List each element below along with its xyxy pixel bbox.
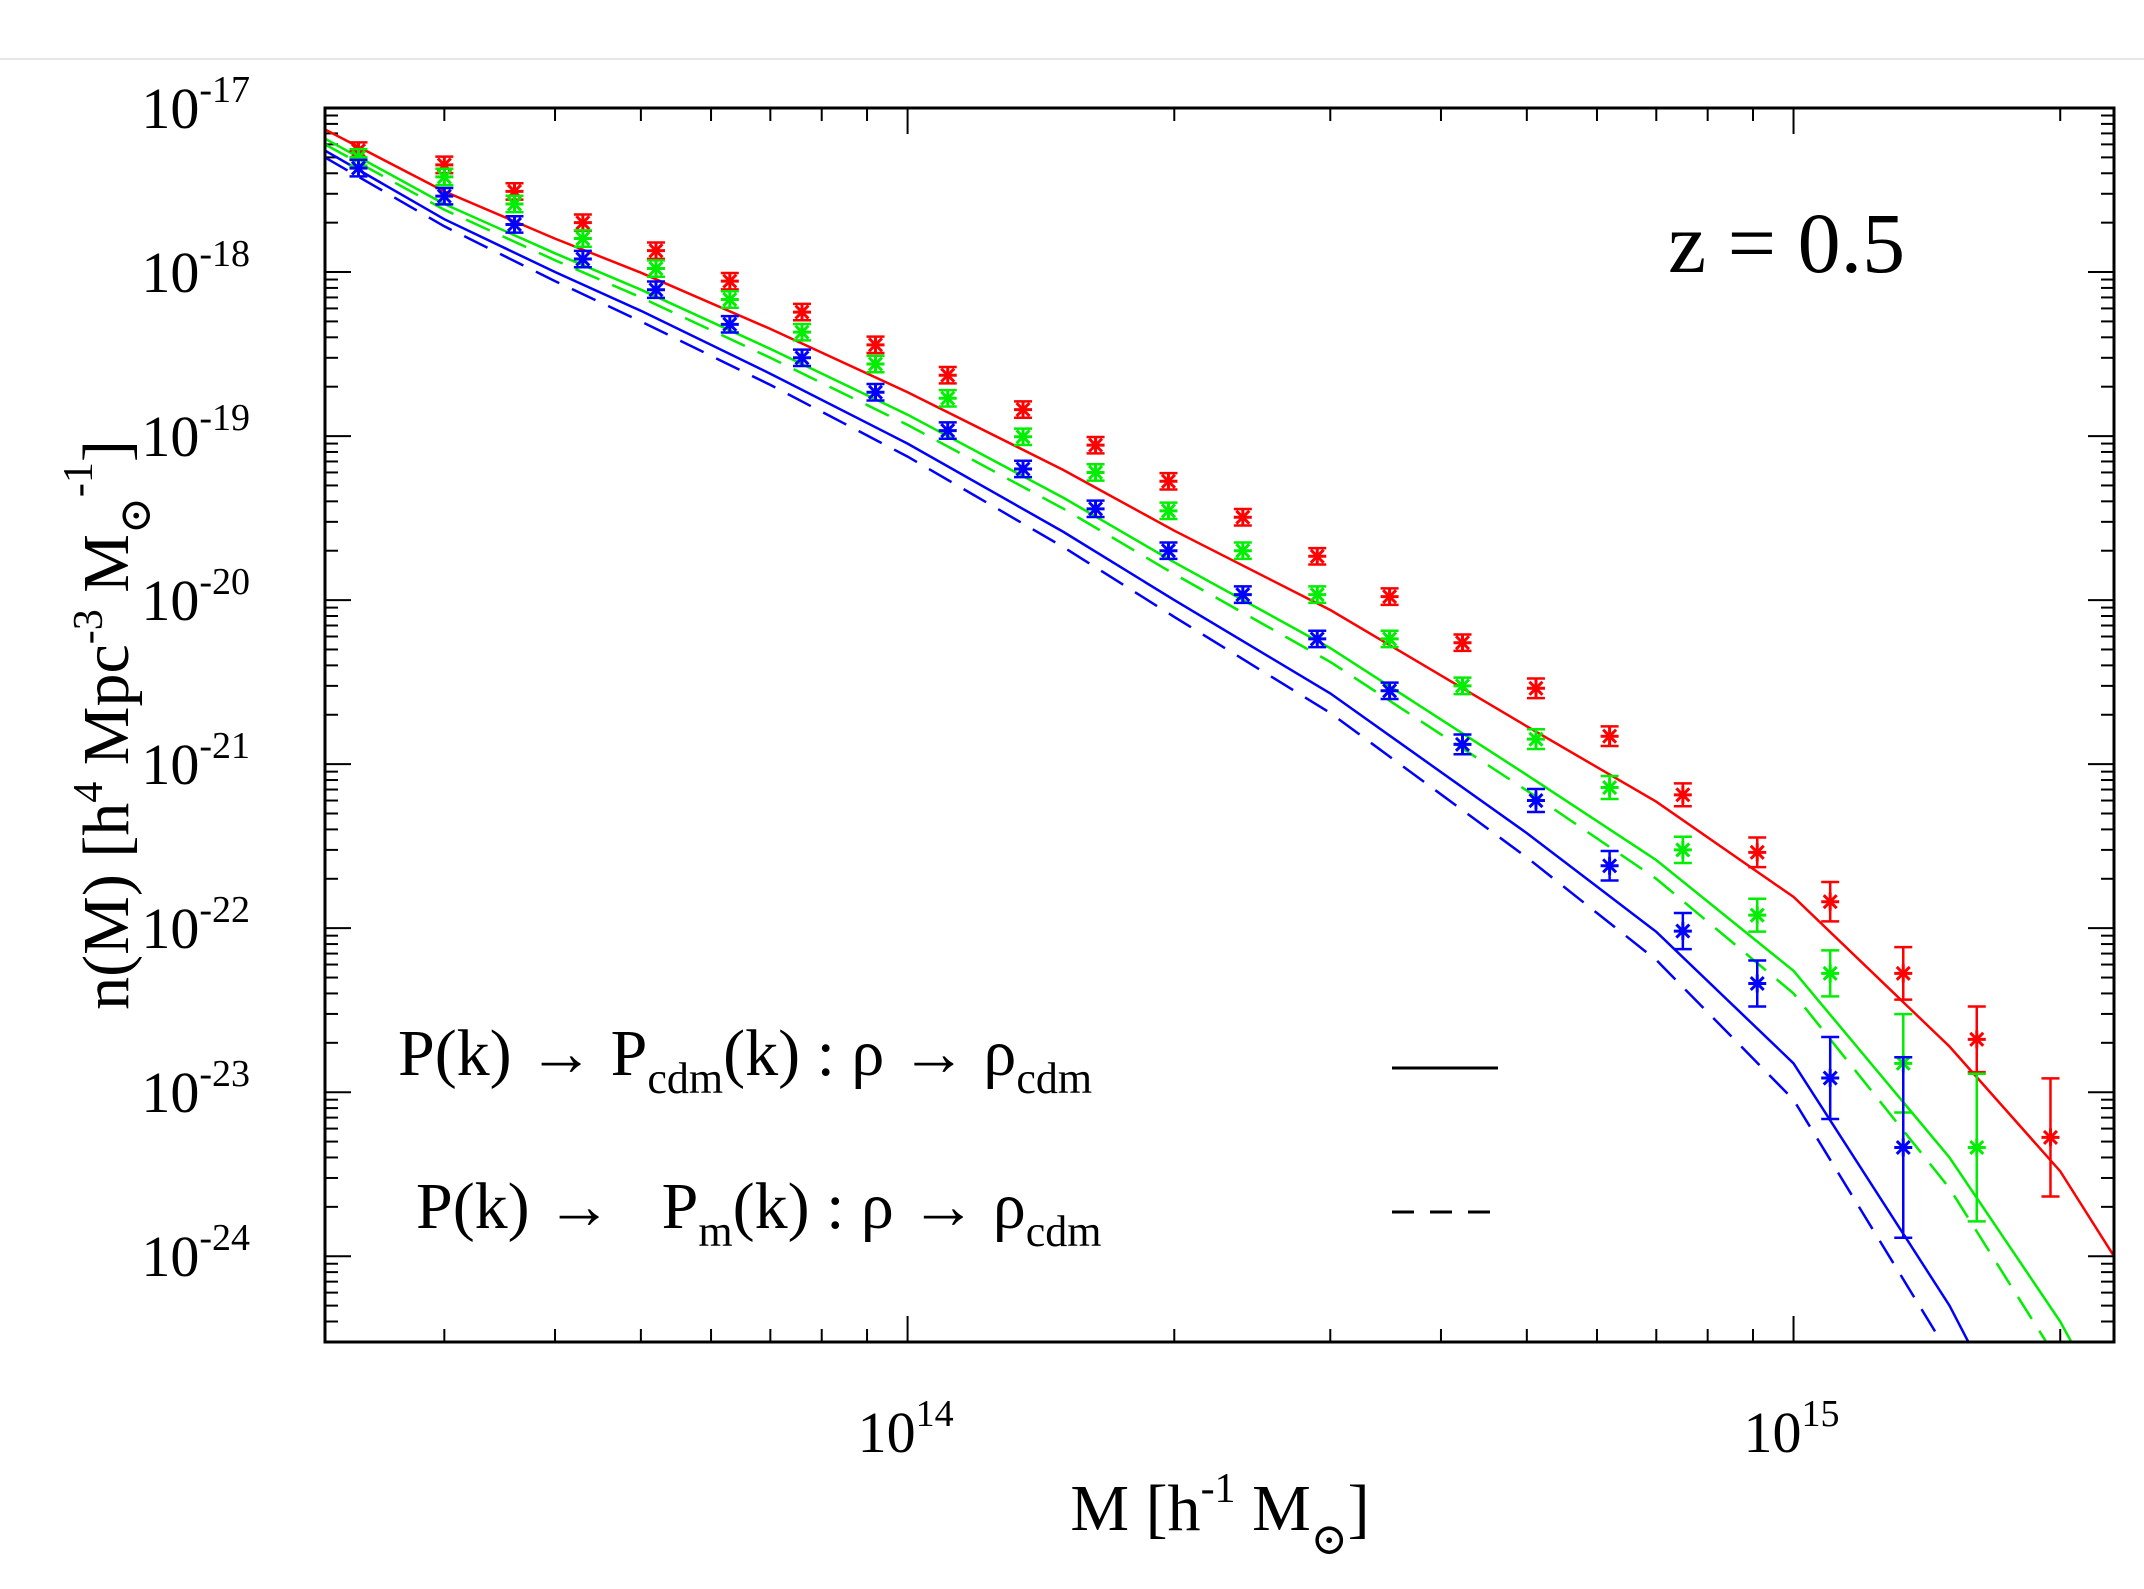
green-data-point (1821, 949, 1840, 998)
red-data-point (1453, 633, 1472, 653)
blue-data-point (505, 215, 524, 234)
y-tick-label: 10-18 (141, 233, 250, 305)
y-tick-label: 10-19 (141, 397, 250, 469)
x-tick-label: 1015 (1744, 1393, 1840, 1465)
red-data-point (1086, 435, 1105, 455)
green-data-point (720, 290, 739, 309)
green-data-point (1673, 835, 1692, 865)
green-data-point (938, 388, 957, 408)
red-data-point (1673, 782, 1692, 808)
x-axis-label: M [h-1 M⊙] (1070, 1466, 1369, 1564)
blue-data-point (1894, 1056, 1913, 1239)
legend-entry-solid: P(k) → Pcdm(k) : ρ → ρcdm (398, 1017, 1092, 1103)
blue-data-point (1526, 787, 1545, 814)
blue-data-point (646, 280, 665, 300)
red-data-point (1821, 880, 1840, 923)
green-data-point (435, 167, 454, 187)
blue-data-point (938, 421, 957, 441)
green-data-point (505, 194, 524, 214)
model-curves (325, 128, 2114, 1342)
red-data-point (1233, 507, 1252, 527)
green-data-point (1748, 897, 1767, 933)
y-tick-label: 10-17 (141, 69, 250, 141)
blue-data-point (1086, 499, 1105, 519)
minor-ticks (325, 108, 2114, 1343)
legend-entry-dashed: P(k) → Pm(k) : ρ → ρcdm (416, 1170, 1102, 1256)
green-data-point (1453, 676, 1472, 696)
green-data-point (573, 229, 592, 249)
blue-solid-curve (325, 149, 1970, 1342)
x-tick-labels: 1014 1015 (858, 1393, 1840, 1465)
red-data-point (792, 302, 811, 322)
red-data-point (646, 241, 665, 261)
red-data-point (1748, 836, 1767, 869)
green-data-point (1380, 629, 1399, 649)
green-dashed-curve (325, 143, 2048, 1342)
red-data-point (573, 213, 592, 233)
green-data-point (1086, 463, 1105, 482)
top-divider (0, 0, 2144, 60)
y-tick-label: 10-23 (141, 1053, 250, 1125)
blue-data-point (866, 382, 885, 402)
red-data-point (2041, 1077, 2060, 1198)
blue-data-point (1380, 681, 1399, 701)
blue-data-point (1673, 911, 1692, 951)
red-data-point (1894, 945, 1913, 1001)
green-data-point (792, 322, 811, 342)
major-ticks (325, 107, 2114, 1342)
red-data-point (1600, 725, 1619, 748)
red-data-point (1526, 677, 1545, 700)
y-axis-label: n(M) [h4 Mpc-3 M⊙-1] (56, 440, 160, 1010)
blue-data-point (1600, 849, 1619, 882)
green-data-point (1233, 541, 1252, 561)
red-data-point (866, 335, 885, 355)
blue-data-point (1233, 585, 1252, 605)
blue-data-point (1014, 459, 1033, 479)
red-data-point (720, 271, 739, 291)
x-tick-label: 1014 (858, 1393, 954, 1465)
green-data-point (866, 354, 885, 374)
blue-data-point (573, 249, 592, 269)
red-data-point (1014, 400, 1033, 420)
blue-data-point (1821, 1035, 1840, 1121)
plot-frame (323, 106, 2116, 1344)
red-data-point (1308, 546, 1327, 566)
redshift-annotation: z = 0.5 (1668, 195, 1905, 291)
blue-data-point (435, 186, 454, 206)
y-tick-labels: 10-17 10-18 10-19 10-20 10-21 10-22 10-23 10-24 (141, 69, 250, 1289)
red-data-point (1159, 471, 1178, 491)
y-tick-label: 10-22 (141, 889, 250, 961)
blue-data-point (792, 348, 811, 368)
blue-data-point (349, 158, 368, 178)
green-data-point (1308, 585, 1327, 605)
legend: P(k) → Pcdm(k) : ρ → ρcdm P(k) → Pm(k) :… (398, 1017, 1498, 1256)
green-data-point (646, 259, 665, 279)
blue-data-point (720, 314, 739, 334)
blue-data-point (1748, 959, 1767, 1008)
green-data-point (1600, 774, 1619, 801)
green-data-point (1014, 427, 1033, 447)
red-data-point (938, 365, 957, 385)
blue-dashed-curve (325, 156, 1944, 1342)
green-data-point (1526, 728, 1545, 751)
blue-data-point (1159, 541, 1178, 561)
green-data-point (1159, 501, 1178, 521)
blue-data-point (1453, 733, 1472, 756)
y-tick-label: 10-21 (141, 725, 250, 797)
blue-data-point (1308, 629, 1327, 649)
red-data-point (1380, 587, 1399, 607)
red-data-point (1967, 1005, 1986, 1074)
y-tick-label: 10-24 (141, 1217, 250, 1289)
green-data-point (1967, 1072, 1986, 1223)
simulation-points (349, 141, 2060, 1239)
y-tick-label: 10-20 (141, 561, 250, 633)
